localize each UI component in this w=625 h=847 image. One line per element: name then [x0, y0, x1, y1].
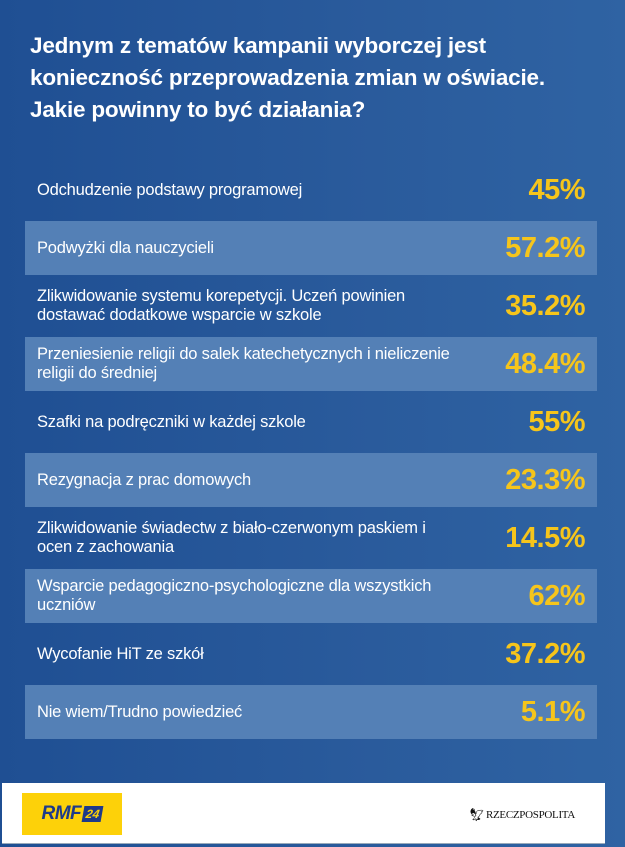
rmf24-logo: RMF 24	[22, 793, 122, 835]
result-row: Zlikwidowanie systemu korepetycji. Uczeń…	[25, 279, 597, 333]
answer-label: Rezygnacja z prac domowych	[37, 470, 251, 489]
answer-percent: 37.2%	[505, 637, 585, 670]
answer-label: Zlikwidowanie systemu korepetycji. Uczeń…	[37, 287, 406, 324]
answer-label: Wsparcie pedagogiczno-psychologiczne dla…	[37, 577, 432, 614]
result-row: Nie wiem/Trudno powiedzieć 5.1%	[25, 685, 597, 739]
result-row: Rezygnacja z prac domowych 23.3%	[25, 453, 597, 507]
answer-label: Zlikwidowanie świadectw z biało-czerwony…	[37, 519, 426, 556]
rmf-logo-badge: 24	[81, 806, 104, 822]
result-row: Wsparcie pedagogiczno-psychologiczne dla…	[25, 569, 597, 623]
answer-percent: 62%	[528, 579, 585, 612]
rzeczpospolita-logo: 🦅︎ RZECZPOSPOLITA	[468, 807, 576, 823]
result-row: Podwyżki dla nauczycieli 57.2%	[25, 221, 597, 275]
rzeczpospolita-logo-text: RZECZPOSPOLITA	[485, 809, 575, 821]
result-row: Szafki na podręczniki w każdej szkole 55…	[25, 395, 597, 449]
rmf-logo-text: RMF	[41, 803, 82, 824]
answer-percent: 57.2%	[505, 231, 585, 264]
survey-question-title: Jednym z tematów kampanii wyborczej jest…	[30, 33, 545, 122]
answer-percent: 14.5%	[505, 521, 585, 554]
answer-percent: 35.2%	[505, 289, 585, 322]
answer-label: Odchudzenie podstawy programowej	[37, 180, 303, 199]
result-row: Przeniesienie religii do salek katechety…	[25, 337, 597, 391]
result-row: Odchudzenie podstawy programowej 45%	[25, 163, 597, 217]
footer-logos: RMF 24 🦅︎ RZECZPOSPOLITA	[2, 783, 605, 844]
results-list: Odchudzenie podstawy programowej 45% Pod…	[25, 163, 597, 743]
answer-label: Przeniesienie religii do salek katechety…	[37, 345, 450, 382]
answer-percent: 55%	[528, 405, 585, 438]
answer-label: Szafki na podręczniki w każdej szkole	[37, 412, 306, 431]
answer-label: Wycofanie HiT ze szkół	[37, 644, 204, 663]
answer-percent: 45%	[528, 173, 585, 206]
answer-percent: 48.4%	[505, 347, 585, 380]
result-row: Wycofanie HiT ze szkół 37.2%	[25, 627, 597, 681]
answer-percent: 5.1%	[520, 695, 586, 728]
answer-label: Nie wiem/Trudno powiedzieć	[37, 702, 243, 721]
eagle-icon: 🦅︎	[468, 807, 486, 822]
answer-percent: 23.3%	[505, 463, 585, 496]
result-row: Zlikwidowanie świadectw z biało-czerwony…	[25, 511, 597, 565]
answer-label: Podwyżki dla nauczycieli	[37, 238, 214, 257]
